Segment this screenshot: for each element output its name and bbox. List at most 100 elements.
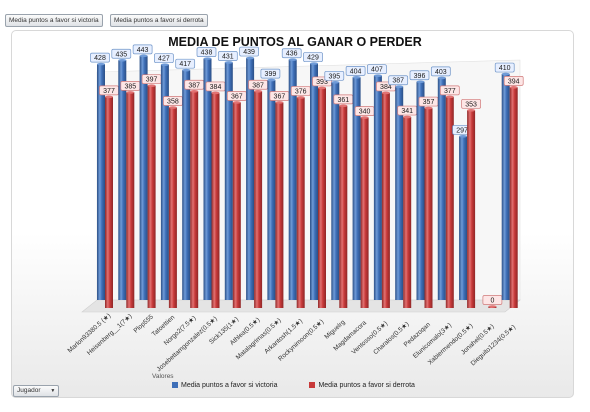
back-wall: [96, 59, 521, 301]
data-label-box-victoria-15: [409, 70, 430, 81]
bar-derrota-1: [126, 92, 135, 309]
tick-label-13: Ventosso(0.5★): [350, 319, 389, 356]
data-label-victoria-16: 403: [435, 69, 447, 76]
bar-top-victoria-7: [246, 56, 255, 60]
data-label-box-victoria-2: [132, 44, 153, 55]
data-label-box-victoria-12: [345, 66, 366, 76]
bar-victoria-9: [288, 59, 297, 300]
bar-derrota-11: [339, 105, 348, 308]
bar-top-derrota-10: [318, 86, 326, 90]
bar-victoria-0: [97, 64, 105, 300]
data-label-victoria-11: 395: [328, 73, 340, 80]
bar-derrota-14: [403, 117, 412, 308]
data-label-victoria-4: 417: [179, 61, 191, 68]
data-label-victoria-0: 428: [94, 55, 106, 62]
chart-title: MEDIA DE PUNTOS AL GANAR O PERDER: [168, 35, 422, 49]
bar-victoria-6: [224, 62, 233, 300]
data-label-derrota-13: 384: [380, 84, 392, 91]
data-label-box-victoria-6: [217, 51, 238, 61]
bar-victoria-8: [267, 80, 276, 301]
legend: Media puntos a favor si victoria Media p…: [172, 382, 445, 389]
data-label-box-victoria-14: [388, 75, 409, 86]
data-label-box-victoria-10: [303, 52, 323, 62]
data-label-victoria-3: 427: [158, 56, 170, 63]
bar-derrota-4: [190, 91, 199, 308]
bar-top-victoria-10: [310, 62, 318, 65]
bar-top-derrota-17: [467, 109, 476, 112]
bar-top-victoria-2: [139, 54, 148, 58]
data-label-derrota-19: 394: [508, 78, 520, 85]
data-label-victoria-15: 396: [414, 73, 426, 80]
bar-top-derrota-12: [360, 116, 369, 119]
legend-item-victoria: Media puntos a favor si victoria: [172, 382, 278, 389]
data-label-box-victoria-1: [111, 48, 132, 59]
data-label-victoria-19: 410: [499, 65, 511, 72]
bar-top-victoria-0: [97, 62, 105, 66]
bar-derrota-15: [424, 108, 433, 308]
data-label-derrota-18: 0: [490, 298, 494, 305]
data-label-victoria-1: 435: [115, 51, 127, 58]
data-label-derrota-6: 367: [231, 93, 243, 100]
data-label-box-victoria-19: [494, 62, 515, 73]
bar-victoria-7: [246, 58, 255, 300]
bar-derrota-19: [509, 87, 518, 308]
bar-derrota-16: [445, 96, 454, 308]
bar-top-victoria-9: [288, 58, 297, 62]
data-label-box-victoria-4: [175, 58, 196, 69]
bar-derrota-6: [232, 102, 241, 308]
data-label-derrota-16: 377: [444, 88, 456, 95]
data-label-victoria-6: 431: [222, 53, 234, 60]
bar-top-derrota-6: [232, 101, 241, 104]
data-label-box-victoria-8: [260, 68, 281, 79]
data-label-box-victoria-16: [430, 66, 451, 77]
data-label-victoria-8: 399: [265, 71, 277, 78]
bar-top-victoria-11: [331, 81, 340, 84]
field-button-victoria[interactable]: Media puntos a favor si victoria: [5, 14, 103, 27]
bar-derrota-13: [381, 92, 390, 309]
legend-label-victoria: Media puntos a favor si victoria: [181, 382, 278, 389]
bar-victoria-15: [416, 81, 425, 300]
bar-top-derrota-14: [403, 115, 412, 119]
legend-label-derrota: Media puntos a favor si derrota: [318, 382, 415, 389]
data-label-derrota-15: 357: [423, 99, 435, 106]
bar-derrota-5: [211, 92, 220, 309]
data-label-box-victoria-7: [239, 46, 259, 57]
bar-top-derrota-3: [168, 106, 177, 109]
data-label-derrota-0: 377: [103, 88, 115, 95]
bar-top-derrota-13: [381, 91, 390, 95]
data-label-victoria-13: 407: [371, 67, 383, 74]
data-label-victoria-14: 387: [392, 78, 404, 85]
data-label-box-victoria-9: [281, 48, 302, 59]
data-label-box-derrota-17: [461, 98, 481, 109]
data-label-derrota-2: 397: [146, 77, 158, 84]
bar-top-victoria-14: [395, 85, 404, 89]
axis-field-button-jugador[interactable]: Jugador ▼: [13, 385, 60, 397]
bar-victoria-16: [437, 77, 446, 300]
bar-derrota-10: [318, 87, 326, 308]
bar-top-derrota-7: [254, 89, 263, 93]
bar-top-victoria-5: [203, 57, 212, 60]
data-label-victoria-17: 297: [456, 127, 468, 134]
data-label-box-victoria-11: [324, 70, 345, 81]
bar-victoria-11: [331, 82, 340, 300]
bar-top-derrota-2: [147, 84, 156, 87]
field-button-derrota[interactable]: Media puntos a favor si derrota: [110, 14, 208, 27]
bar-top-derrota-19: [509, 86, 518, 89]
data-label-derrota-1: 385: [124, 83, 136, 90]
bar-top-victoria-6: [224, 61, 233, 64]
data-label-box-victoria-0: [90, 52, 110, 63]
tick-label-16: Elunicomalo(3★): [411, 321, 453, 360]
bar-top-derrota-1: [126, 91, 135, 94]
legend-swatch-victoria: [172, 382, 178, 388]
data-label-box-derrota-19: [503, 76, 524, 86]
data-label-derrota-5: 384: [210, 84, 222, 91]
bar-top-victoria-8: [267, 78, 276, 82]
bar-victoria-14: [395, 86, 404, 300]
bar-victoria-19: [501, 74, 510, 301]
bar-top-victoria-17: [459, 135, 468, 138]
bar-top-victoria-16: [437, 76, 446, 80]
bar-top-victoria-15: [416, 80, 425, 84]
bar-victoria-4: [182, 70, 191, 300]
